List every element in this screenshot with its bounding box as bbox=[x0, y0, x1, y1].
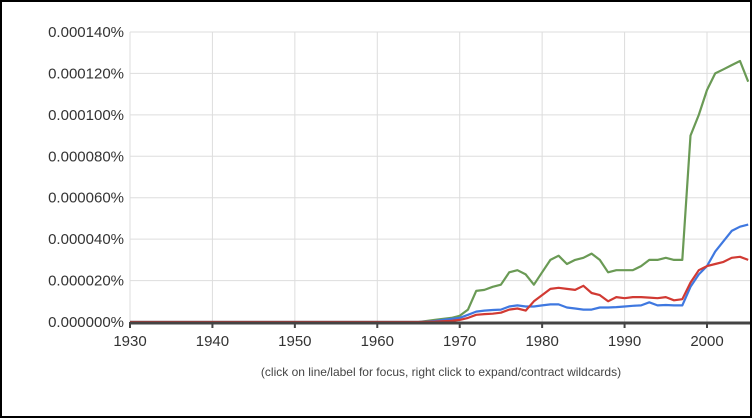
series-line-2[interactable] bbox=[130, 255, 749, 324]
x-tick-label: 1980 bbox=[525, 333, 558, 350]
x-tick-label: 1940 bbox=[196, 333, 229, 350]
y-tick-label: 0.000120% bbox=[48, 65, 124, 82]
y-tick-label: 0.000020% bbox=[48, 273, 124, 290]
x-tick-label: 1990 bbox=[608, 333, 641, 350]
x-tick-label: 2000 bbox=[690, 333, 723, 350]
x-tick-label: 1970 bbox=[443, 333, 476, 350]
y-tick-label: 0.000140% bbox=[48, 24, 124, 41]
series-line-0[interactable] bbox=[130, 59, 750, 324]
line-chart[interactable]: 0.000000% 0.000020% 0.000040% 0.000060% 0.00… bbox=[2, 2, 750, 357]
x-tick-label: 1950 bbox=[278, 333, 311, 350]
y-tick-label: 0.000080% bbox=[48, 148, 124, 165]
y-tick-label: 0.000000% bbox=[48, 314, 124, 331]
x-tick-label: 1930 bbox=[113, 333, 146, 350]
series-line-1[interactable] bbox=[130, 223, 749, 324]
y-tick-label: 0.000060% bbox=[48, 190, 124, 207]
x-tick-label: 1960 bbox=[361, 333, 394, 350]
chart-hint-caption: (click on line/label for focus, right cl… bbox=[260, 365, 622, 379]
y-tick-label: 0.000100% bbox=[48, 107, 124, 124]
y-tick-label: 0.000040% bbox=[48, 231, 124, 248]
